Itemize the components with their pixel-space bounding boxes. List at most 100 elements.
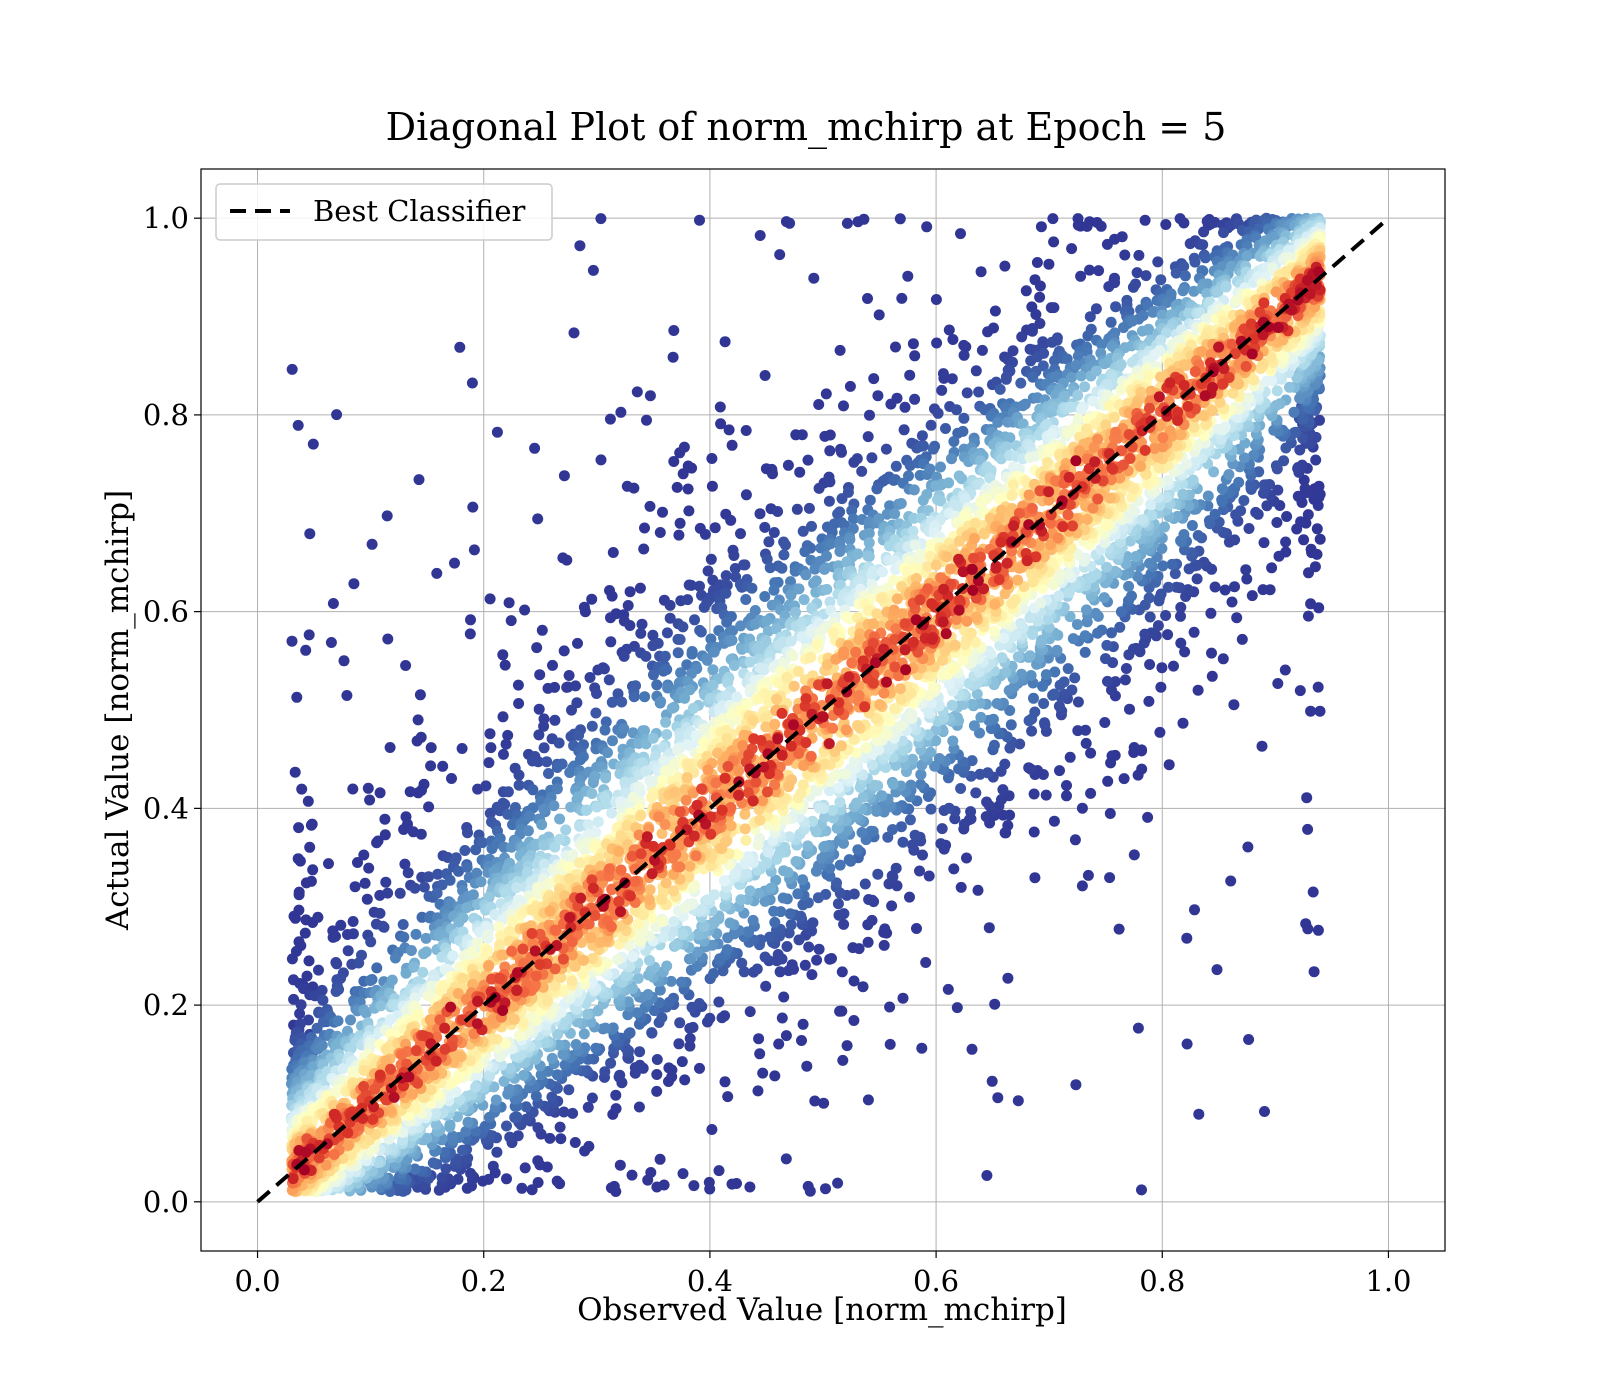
- data-point: [862, 293, 873, 304]
- data-point: [797, 525, 809, 537]
- data-point: [1292, 463, 1304, 474]
- data-point: [1166, 558, 1178, 570]
- data-point: [461, 902, 473, 914]
- data-point: [1061, 780, 1072, 791]
- data-point: [840, 768, 852, 780]
- data-point: [1034, 291, 1046, 303]
- data-point: [852, 216, 864, 228]
- data-point: [1154, 726, 1166, 738]
- data-point: [1034, 318, 1046, 329]
- data-point: [554, 813, 566, 825]
- data-point: [595, 454, 607, 466]
- data-point: [592, 816, 604, 828]
- data-point: [1183, 563, 1195, 575]
- data-point: [863, 537, 875, 549]
- data-point: [955, 881, 967, 893]
- data-point: [970, 365, 982, 377]
- data-point: [869, 779, 881, 791]
- data-point: [769, 1070, 781, 1082]
- data-point: [774, 249, 786, 261]
- data-point: [744, 656, 756, 668]
- data-point: [569, 1137, 581, 1148]
- data-point: [538, 742, 550, 754]
- data-point: [382, 633, 394, 645]
- data-point: [1026, 325, 1038, 337]
- data-point: [797, 1018, 809, 1030]
- data-point: [639, 691, 651, 703]
- data-point: [384, 742, 396, 753]
- data-point: [289, 766, 301, 778]
- data-point: [409, 882, 421, 894]
- data-point: [661, 960, 673, 972]
- data-point: [1085, 747, 1097, 759]
- data-point: [1049, 666, 1061, 678]
- data-point: [947, 735, 959, 747]
- data-point: [719, 1076, 731, 1088]
- data-point: [1271, 385, 1283, 397]
- data-point: [797, 874, 809, 886]
- data-point: [1168, 660, 1179, 672]
- data-point: [1128, 849, 1140, 861]
- data-point: [1175, 637, 1187, 649]
- data-point: [1105, 316, 1117, 328]
- data-point: [1036, 634, 1048, 646]
- data-point: [872, 390, 884, 402]
- data-point: [1300, 918, 1312, 930]
- data-point: [930, 294, 942, 305]
- data-point: [1024, 451, 1036, 463]
- data-point: [1099, 717, 1111, 728]
- data-point: [1217, 424, 1229, 436]
- data-point: [1103, 281, 1115, 293]
- data-point: [832, 1177, 844, 1189]
- data-point: [1248, 449, 1259, 461]
- data-point: [1311, 548, 1323, 560]
- data-point: [958, 818, 970, 830]
- data-point: [1004, 432, 1016, 444]
- data-point: [526, 1184, 538, 1196]
- data-point: [1101, 238, 1113, 250]
- data-point: [1066, 684, 1078, 696]
- data-point: [763, 536, 775, 548]
- data-point: [1152, 620, 1164, 632]
- data-point: [706, 1124, 718, 1135]
- data-point: [862, 550, 874, 562]
- data-point: [1024, 612, 1036, 624]
- data-point: [777, 892, 789, 904]
- data-point: [909, 350, 921, 362]
- data-point: [644, 500, 656, 512]
- data-point: [409, 1163, 421, 1175]
- data-point: [1039, 719, 1051, 731]
- data-point: [713, 1165, 725, 1177]
- data-point: [814, 802, 825, 814]
- data-point: [1034, 280, 1046, 292]
- data-point: [1177, 285, 1189, 297]
- data-point: [431, 887, 443, 899]
- data-point: [768, 905, 780, 917]
- data-point: [657, 931, 669, 943]
- data-point: [1064, 751, 1076, 763]
- data-point: [999, 758, 1011, 770]
- data-point: [1064, 611, 1076, 623]
- data-point: [564, 767, 576, 778]
- data-point: [1280, 536, 1292, 548]
- data-point: [1160, 610, 1172, 621]
- scatter-points: [286, 212, 1326, 1198]
- data-point: [719, 875, 730, 887]
- data-point: [353, 957, 365, 969]
- data-point: [1000, 666, 1012, 678]
- data-point: [1272, 678, 1284, 689]
- data-point: [813, 399, 825, 410]
- data-point: [600, 772, 612, 784]
- data-point: [1093, 265, 1105, 277]
- data-point: [799, 546, 811, 558]
- data-point: [878, 926, 890, 938]
- data-point: [862, 431, 874, 443]
- data-point: [856, 465, 868, 477]
- data-point: [1040, 669, 1052, 681]
- data-point: [824, 953, 836, 965]
- data-point: [838, 918, 850, 930]
- data-point: [825, 538, 837, 550]
- data-point: [1162, 629, 1174, 641]
- data-point: [399, 858, 411, 870]
- data-point: [1058, 676, 1070, 688]
